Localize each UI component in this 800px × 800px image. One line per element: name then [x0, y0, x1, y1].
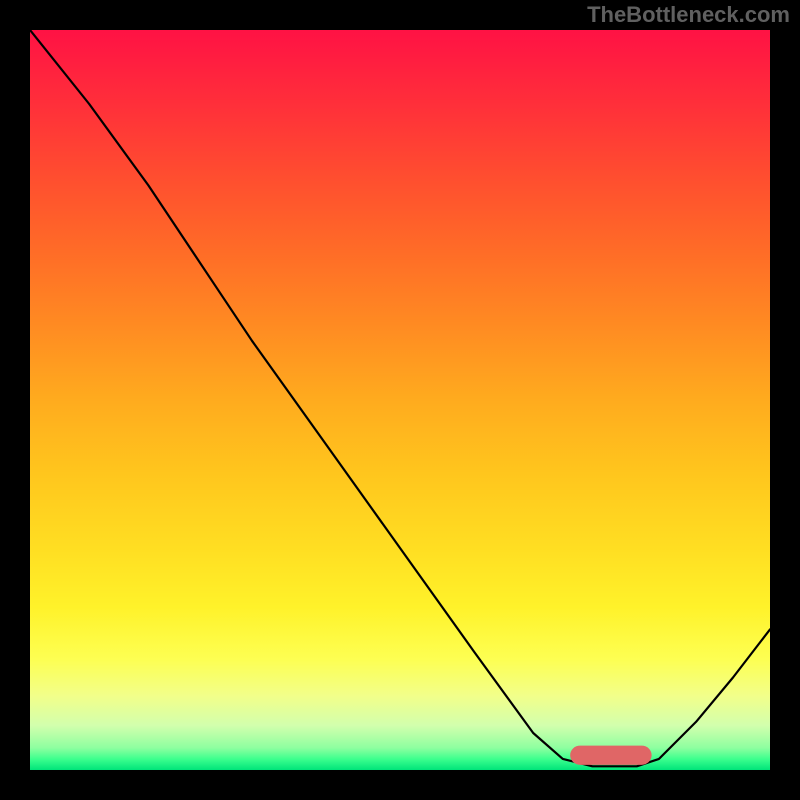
- optimal-range-marker: [570, 746, 651, 765]
- bottleneck-chart: [30, 30, 770, 770]
- chart-container: [30, 30, 770, 770]
- watermark-text: TheBottleneck.com: [587, 2, 790, 28]
- chart-background: [30, 30, 770, 770]
